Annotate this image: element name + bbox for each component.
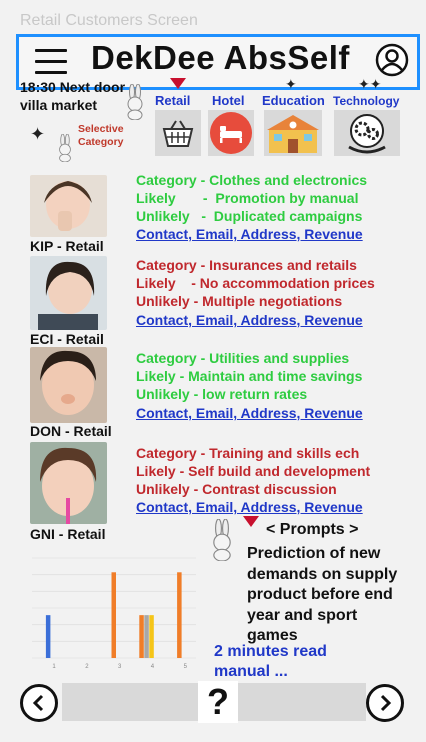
contact-link[interactable]: Contact, Email, Address, Revenue — [136, 499, 363, 515]
hotel-category-button[interactable] — [208, 110, 254, 156]
customer-label: DON - Retail — [30, 423, 112, 439]
chevron-right-icon — [380, 694, 392, 712]
chevron-left-icon — [32, 694, 44, 712]
customer-label: ECI - Retail — [30, 331, 104, 347]
app-header: DekDee AbsSelf — [16, 34, 420, 90]
education-category-button[interactable] — [264, 110, 322, 156]
help-button[interactable]: ? — [198, 681, 238, 723]
menu-icon[interactable] — [35, 49, 67, 75]
customer-photo-kip — [30, 175, 107, 237]
prompts-text: Prediction of new demands on supply prod… — [247, 545, 398, 644]
likely-text: Likely - Maintain and time savings — [136, 368, 363, 384]
customer-photo-eci — [30, 256, 107, 330]
contact-link[interactable]: Contact, Email, Address, Revenue — [136, 226, 363, 242]
category-text: Category - Utilities and supplies — [136, 350, 350, 366]
plug-icon: ✦✦ — [358, 76, 382, 92]
likely-text: Likely - Self build and development — [136, 463, 371, 479]
time-location: 18:30 Next door villa market — [20, 79, 126, 113]
screen-title: Retail Customers Screen — [20, 12, 198, 29]
customer-photo-gni — [30, 442, 107, 524]
basket-icon — [162, 120, 194, 147]
category-text: Category - Clothes and electronics — [136, 172, 368, 188]
demand-bar-chart: 1 2 3 4 5 — [32, 557, 196, 670]
technology-category-button[interactable] — [334, 110, 400, 156]
rabbit-mascot-icon — [59, 134, 71, 162]
customer-photo-don — [30, 347, 107, 423]
category-text: Category - Training and skills ech — [136, 445, 360, 461]
contact-link[interactable]: Contact, Email, Address, Revenue — [136, 405, 363, 421]
user-avatar-icon[interactable] — [375, 43, 409, 77]
gears-icon — [348, 114, 386, 154]
unlikely-text: Unlikely - low return rates — [136, 386, 308, 402]
plug-icon: ✦ — [285, 76, 297, 92]
rabbit-mascot-icon — [127, 84, 143, 120]
customer-label: GNI - Retail — [30, 526, 106, 542]
tab-retail[interactable]: Retail — [155, 93, 191, 108]
school-icon — [267, 115, 319, 153]
prompt-marker-icon — [243, 516, 259, 527]
next-button[interactable] — [366, 684, 404, 722]
tab-education[interactable]: Education — [262, 93, 325, 108]
chart-bar — [139, 615, 144, 658]
likely-text: Likely - Promotion by manual — [136, 190, 359, 206]
chart-bar — [45, 615, 51, 658]
bed-icon — [210, 112, 252, 154]
rabbit-mascot-icon — [213, 519, 231, 561]
chart-tick-label: 2 — [85, 664, 89, 670]
selective-category-label: Selective Category — [78, 123, 124, 148]
tab-hotel[interactable]: Hotel — [212, 93, 245, 108]
chart-bar — [149, 615, 154, 658]
app-title: DekDee AbsSelf — [91, 39, 350, 76]
contact-link[interactable]: Contact, Email, Address, Revenue — [136, 312, 363, 328]
unlikely-text: Unlikely - Duplicated campaigns — [136, 208, 363, 224]
retail-category-button[interactable] — [155, 110, 201, 156]
customer-label: KIP - Retail — [30, 238, 104, 254]
selected-marker-icon — [170, 78, 186, 89]
chart-bar — [177, 572, 182, 658]
chart-tick-label: 1 — [52, 664, 56, 670]
read-manual-link[interactable]: 2 minutes read manual ... — [214, 643, 327, 680]
chart-bar — [111, 572, 116, 658]
plug-icon: ✦ — [30, 124, 46, 144]
chart-tick-label: 3 — [118, 664, 122, 670]
tab-technology[interactable]: Technology — [333, 94, 400, 108]
chart-tick-label: 5 — [184, 664, 188, 670]
chart-bar — [144, 615, 149, 658]
unlikely-text: Unlikely - Contrast discussion — [136, 481, 337, 497]
previous-button[interactable] — [20, 684, 58, 722]
prompts-title: < Prompts > — [266, 521, 359, 538]
category-text: Category - Insurances and retails — [136, 257, 357, 273]
likely-text: Likely - No accommodation prices — [136, 275, 375, 291]
chart-tick-label: 4 — [151, 664, 155, 670]
unlikely-text: Unlikely - Multiple negotiations — [136, 293, 343, 309]
